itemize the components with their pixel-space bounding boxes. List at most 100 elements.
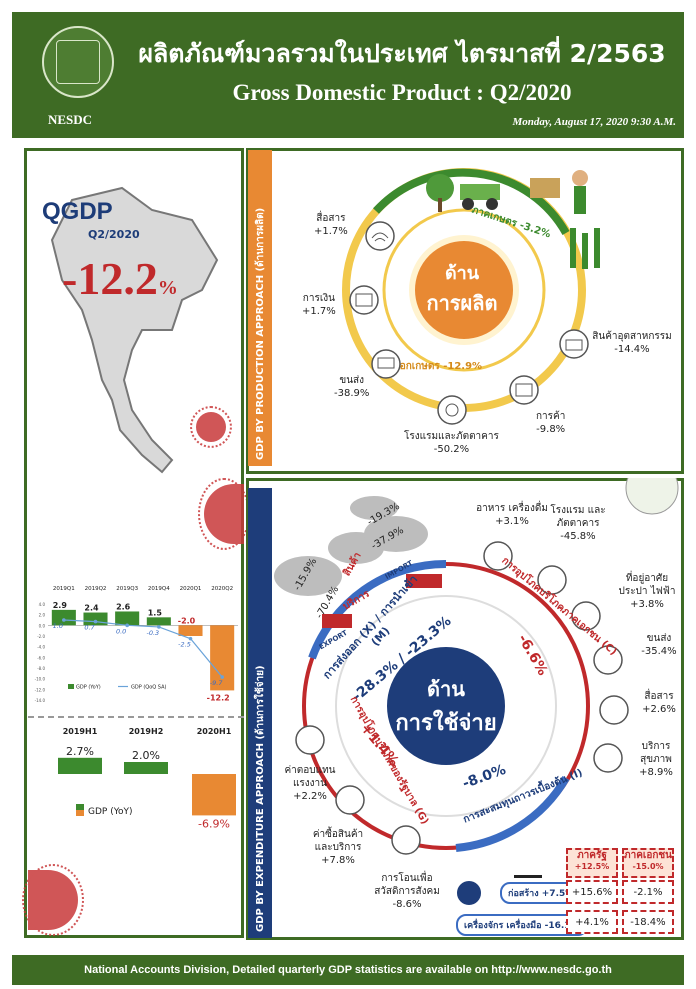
bar-gdp-yoy (115, 611, 140, 626)
x-tick-label: 2019Q3 (116, 586, 138, 592)
legend-label: GDP (YoY) (88, 807, 133, 817)
bar-gdp-yoy-half (124, 762, 168, 774)
y-tick-label: -6.0 (37, 655, 45, 660)
x-tick-label: 2020Q2 (211, 586, 233, 592)
production-icons (349, 221, 589, 425)
brand-name: NESDC (48, 112, 93, 127)
bar-gdp-yoy (210, 625, 235, 691)
private-item-hotel: โรงแรม และภัตตาคาร -45.8% (550, 505, 606, 542)
shop-icon (510, 376, 538, 404)
factory-icon (560, 330, 588, 358)
qgdp-label: QGDP (42, 198, 113, 225)
x-tick-label: 2020Q1 (180, 586, 202, 592)
point-gdp-qoq (220, 675, 224, 679)
private-item-transport: ขนส่ง -35.4% (641, 633, 677, 657)
data-label: -6.9% (198, 817, 230, 830)
invest-machinery-public: +4.1% (566, 910, 618, 934)
virus-icon (190, 406, 232, 448)
point-gdp-qoq (125, 623, 129, 628)
y-tick-label: -12.0 (35, 687, 46, 692)
invest-row-machinery: เครื่องจักร เครื่องมือ -16.1% (456, 914, 588, 936)
data-label-yoy: -12.2 (207, 693, 230, 702)
point-gdp-qoq (188, 636, 193, 641)
legend-swatch-positive (76, 804, 84, 810)
x-tick-label: 2019Q2 (85, 586, 107, 592)
line-gdp-qoq (63, 619, 223, 678)
gov-item-welfare: การโอนเพื่อ สวัสดิการสังคม -8.6% (374, 873, 440, 910)
data-label: 2.0% (132, 749, 160, 762)
gov-item-labor: ค่าตอบแทน แรงงาน +2.2% (284, 765, 336, 802)
legend-swatch-negative (76, 810, 84, 816)
virus-icon (22, 864, 84, 936)
gov-item-goods: ค่าซื้อสินค้า และบริการ +7.8% (312, 829, 364, 866)
y-tick-label: -4.0 (37, 645, 45, 650)
x-tick-label: 2019Q1 (53, 586, 75, 592)
thailand-map-icon (50, 186, 219, 474)
invest-machinery-private: -18.4% (622, 910, 674, 934)
invest-construction-private: -2.1% (622, 880, 674, 904)
data-label-qoq: -2.5 (178, 641, 191, 649)
x-tick-label: 2019Q4 (148, 586, 170, 592)
family-icon (392, 826, 420, 854)
quarterly-gdp-chart: 4.0 2.0 0.0 -2.0 -4.0 -6.0 -8.0 -10.0 -12.0 -14.0… (35, 586, 238, 703)
agriculture-illustration (426, 170, 600, 269)
data-label-qoq: 1.0 (53, 622, 63, 630)
virus-icon (198, 478, 250, 550)
wifi-icon (600, 696, 628, 724)
half-year-gdp-chart: 2019H1 2.7% 2019H2 2.0% 2020H1 -6.9% GDP (YoY) (58, 727, 236, 830)
y-tick-label: -14.0 (35, 698, 46, 703)
private-item-communication: สื่อสาร +2.6% (642, 691, 676, 715)
truck-icon (372, 350, 400, 378)
private-item-food: อาหาร เครื่องดื่ม +3.1% (476, 503, 548, 527)
y-tick-label: -2.0 (37, 634, 45, 639)
footer: National Accounts Division, Detailed qua… (12, 955, 684, 985)
data-label-qoq: -0.3 (146, 629, 159, 637)
bank-icon (350, 286, 378, 314)
title-english: Gross Domestic Product : Q2/2020 (232, 80, 572, 105)
wifi-icon (366, 222, 394, 250)
divider (28, 716, 244, 718)
x-tick-label: 2020H1 (197, 727, 232, 736)
qgdp-value: -12.2% (62, 253, 178, 304)
private-item-health: บริการ สุขภาพ +8.9% (639, 741, 673, 778)
invest-col-public: ภาครัฐ +12.5% (566, 848, 618, 878)
point-gdp-qoq (93, 619, 98, 624)
data-label-qoq: 0.7 (84, 624, 95, 632)
y-tick-label: 0.0 (39, 623, 46, 628)
prod-item-communication: สื่อสาร +1.7% (314, 213, 348, 237)
title-thai: ผลิตภัณฑ์มวลรวมในประเทศ ไตรมาสที่ 2/2563 (138, 39, 666, 68)
bar-gdp-yoy-half (192, 774, 236, 816)
invest-construction-public: +15.6% (566, 880, 618, 904)
x-tick-label: 2019H2 (129, 727, 164, 736)
nonagri-label: ภาคนอกเกษตร -12.9% (374, 361, 483, 372)
legend-qoq: GDP (QoQ SA) (131, 685, 166, 691)
x-tick-label: 2019H1 (63, 727, 98, 736)
production-ring (342, 168, 586, 412)
bar-gdp-yoy (178, 625, 203, 636)
data-label-yoy: 2.9 (53, 601, 68, 610)
data-label-yoy: 2.6 (116, 602, 131, 611)
bar-gdp-yoy (51, 609, 76, 626)
header-banner: NESDC ผลิตภัณฑ์มวลรวมในประเทศ ไตรมาสที่ … (12, 12, 684, 138)
prod-item-transport: ขนส่ง -38.9% (334, 375, 370, 399)
tools-icon (454, 878, 484, 908)
point-gdp-qoq (157, 625, 161, 629)
hospital-icon (594, 744, 622, 772)
data-label-yoy: -2.0 (178, 616, 196, 625)
y-tick-label: -10.0 (35, 677, 46, 682)
point-gdp-qoq (62, 618, 66, 622)
invest-col-private: ภาคเอกชน -15.0% (622, 848, 674, 878)
prod-item-finance: การเงิน +1.7% (302, 293, 336, 317)
release-date: Monday, August 17, 2020 9:30 A.M. (512, 116, 677, 128)
private-item-housing: ที่อยู่อาศัย ประปา ไฟฟ้า +3.8% (618, 573, 676, 610)
data-label-qoq: 0.0 (116, 627, 126, 635)
bar-gdp-yoy (146, 617, 171, 626)
cart-icon (336, 786, 364, 814)
data-label-yoy: 2.4 (84, 604, 99, 613)
expenditure-center: ด้าน การใช้จ่าย (395, 676, 497, 736)
y-tick-label: 2.0 (39, 613, 46, 618)
nesdc-logo (42, 26, 114, 98)
data-label-yoy: 1.5 (148, 608, 163, 617)
data-label-qoq: -9.7 (210, 679, 224, 687)
legend-swatch-yoy (68, 684, 74, 689)
